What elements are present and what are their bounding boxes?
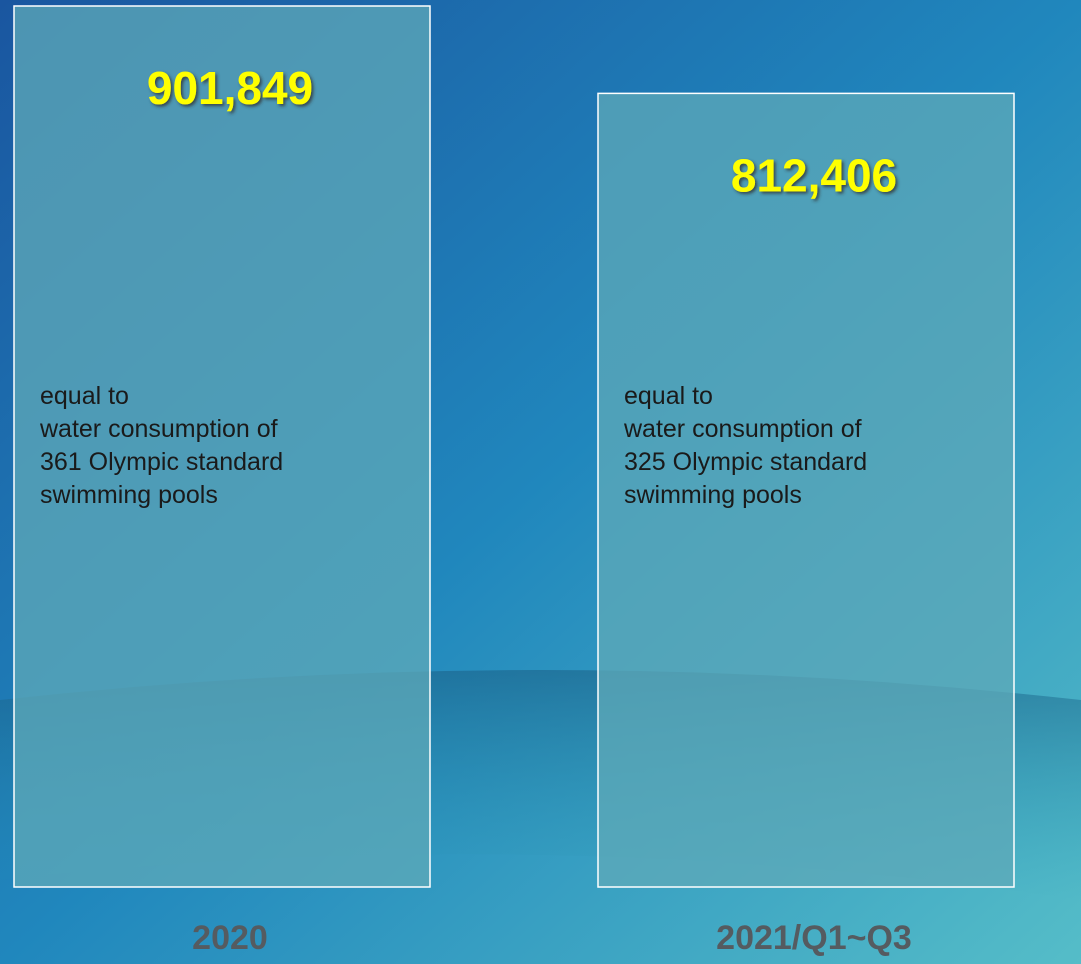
annotation-line: 361 Olympic standard xyxy=(40,448,283,476)
annotation-line: water consumption of xyxy=(623,415,862,443)
annotation-line: water consumption of xyxy=(39,415,278,443)
value-label: 901,849 xyxy=(147,62,313,114)
bar xyxy=(13,5,431,888)
bar xyxy=(597,92,1015,888)
x-tick-label: 2020 xyxy=(192,919,268,957)
value-label: 812,406 xyxy=(731,150,897,202)
annotation-line: equal to xyxy=(40,382,129,410)
annotation-line: 325 Olympic standard xyxy=(624,448,867,476)
x-tick-label: 2021/Q1~Q3 xyxy=(716,919,912,957)
annotation-line: equal to xyxy=(624,382,713,410)
annotation-line: swimming pools xyxy=(40,481,218,509)
annotation-line: swimming pools xyxy=(624,481,802,509)
